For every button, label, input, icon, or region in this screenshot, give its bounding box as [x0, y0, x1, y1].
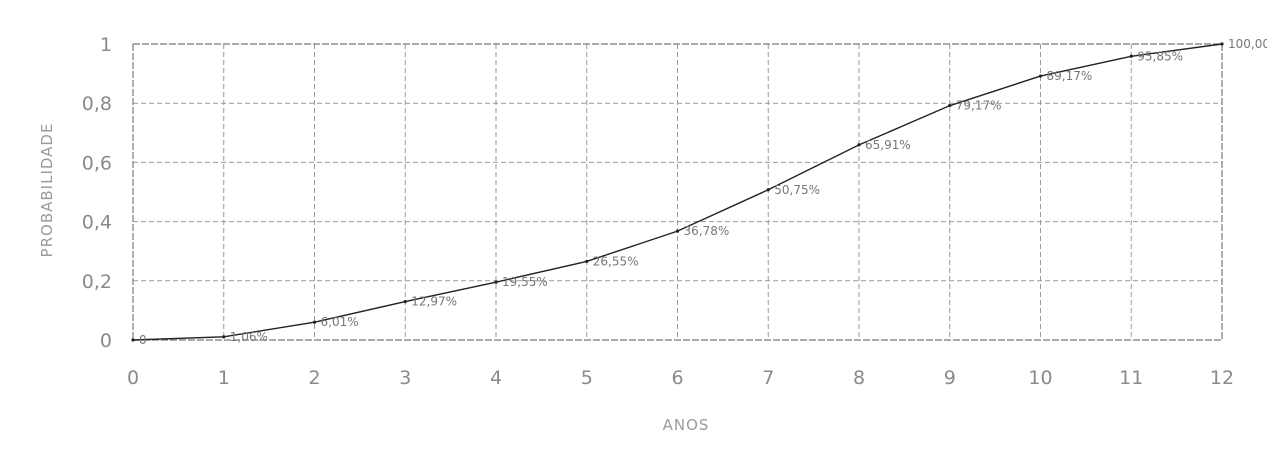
y-tick-label: 0	[100, 330, 112, 352]
data-point	[222, 335, 226, 339]
data-label: 79,17%	[956, 99, 1002, 113]
data-point	[675, 229, 680, 233]
x-axis-ticks: 0 1 2 3 4 5 6 7 8 9 10 11 12	[127, 367, 1234, 389]
data-point	[403, 300, 407, 304]
data-label: 65,91%	[865, 138, 911, 152]
plot-frame	[132, 43, 1223, 341]
y-axis-ticks: 0 0,2 0,4 0,6 0,8 1	[82, 34, 112, 352]
data-label: 89,17%	[1047, 69, 1093, 83]
data-point	[857, 143, 861, 147]
data-label: 50,75%	[774, 183, 820, 197]
data-label: 36,78%	[684, 224, 730, 238]
x-tick-label: 0	[127, 367, 139, 389]
data-label: 95,85%	[1137, 49, 1183, 63]
y-tick-label: 0,8	[82, 93, 112, 115]
data-point	[312, 320, 317, 324]
data-label: 12,97%	[411, 295, 457, 309]
grid-layer	[133, 44, 1222, 340]
series-layer	[131, 42, 1224, 342]
x-tick-label: 12	[1210, 367, 1234, 389]
y-tick-label: 1	[100, 34, 112, 56]
y-tick-label: 0,6	[82, 152, 112, 174]
y-tick-label: 0,2	[82, 271, 112, 293]
y-tick-label: 0,4	[82, 212, 112, 234]
data-point	[1038, 74, 1043, 78]
plot-area-border	[132, 43, 1223, 341]
data-label: 26,55%	[593, 254, 639, 268]
data-point	[1129, 54, 1133, 58]
x-tick-label: 10	[1028, 367, 1052, 389]
data-label: 6,01%	[321, 315, 359, 329]
data-point	[585, 259, 589, 264]
data-label: 19,55%	[502, 275, 548, 289]
data-label: 0	[139, 333, 147, 347]
data-point	[766, 188, 770, 192]
data-label: 1,06%	[230, 330, 268, 344]
data-point	[1220, 42, 1224, 46]
data-labels-layer: 0 1,06% 6,01% 12,97% 19,55% 26,55% 36,78% 50,75…	[139, 37, 1267, 347]
x-tick-label: 5	[581, 367, 593, 389]
y-axis-title: PROBABILIDADE	[38, 123, 56, 258]
data-point	[131, 338, 135, 342]
data-point	[948, 104, 952, 108]
x-tick-label: 11	[1119, 367, 1143, 389]
data-label: 100,00%	[1228, 37, 1267, 51]
x-tick-label: 6	[671, 367, 683, 389]
x-tick-label: 2	[308, 367, 320, 389]
x-tick-label: 9	[944, 367, 956, 389]
x-tick-label: 3	[399, 367, 411, 389]
data-point	[494, 280, 498, 284]
x-tick-label: 1	[218, 367, 230, 389]
x-tick-label: 4	[490, 367, 502, 389]
x-axis-title: ANOS	[663, 416, 710, 434]
x-tick-label: 8	[853, 367, 865, 389]
x-tick-label: 7	[762, 367, 774, 389]
